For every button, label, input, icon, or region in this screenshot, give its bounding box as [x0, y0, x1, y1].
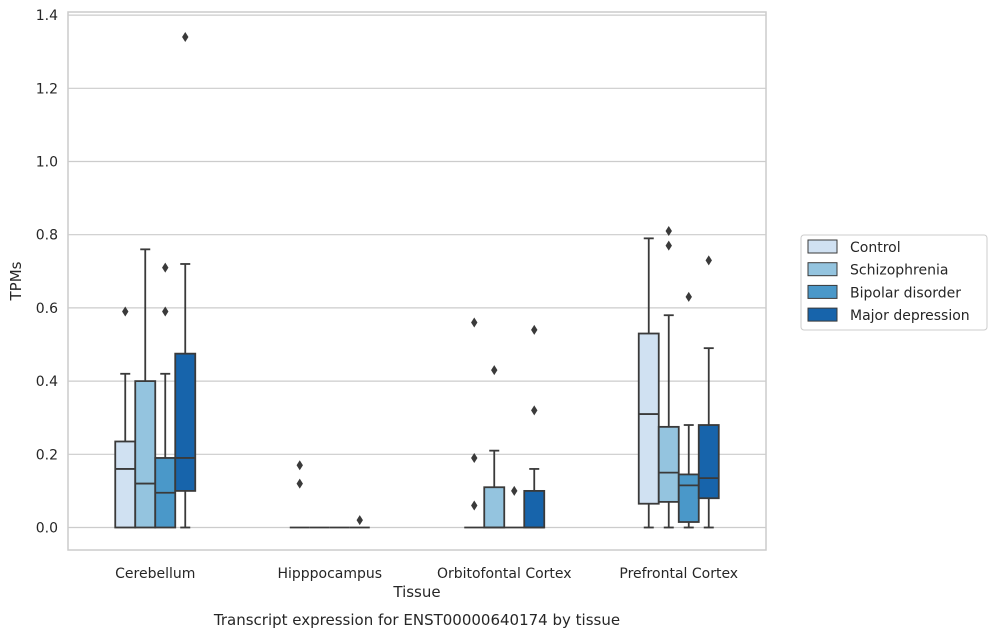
x-axis-title: Tissue [392, 583, 440, 601]
box-body [697, 424, 720, 500]
outlier-point [296, 478, 303, 489]
box-body [114, 440, 137, 529]
outlier-point [665, 226, 672, 237]
box-series [114, 32, 720, 529]
box [174, 32, 197, 529]
outlier-point [296, 460, 303, 471]
x-axis-ticks: Cerebellum Hipppocampus Orbitofontal Corte… [115, 566, 738, 582]
legend-items: Control Schizophrenia Bipolar disorder Majo… [807, 239, 970, 324]
y-tick-label: 0.6 [36, 301, 58, 317]
box [637, 237, 660, 529]
box [464, 317, 485, 529]
outlier-point [162, 262, 169, 273]
legend-label: Schizophrenia [850, 263, 948, 279]
y-tick-label: 0.8 [36, 228, 58, 244]
legend-swatch [807, 262, 838, 277]
x-tick-label: Prefrontal Cortex [619, 566, 738, 582]
chart-caption: Transcript expression for ENST0000064017… [213, 611, 620, 629]
legend-label: Major depression [850, 308, 970, 324]
outlier-point [471, 317, 478, 328]
box [349, 515, 370, 529]
y-tick-label: 0.2 [36, 447, 58, 463]
y-tick-label: 1.2 [36, 81, 58, 97]
outlier-point [182, 32, 189, 43]
box-body [134, 380, 157, 529]
y-tick-label: 1.4 [36, 8, 58, 24]
series-bipolar-disorder [154, 262, 700, 529]
box-body [174, 352, 197, 492]
box-body [483, 486, 506, 529]
box-body [677, 473, 700, 523]
outlier-point [531, 324, 538, 335]
outlier-point [356, 515, 363, 526]
box [134, 248, 157, 529]
y-tick-label: 0.4 [36, 374, 58, 390]
legend-frame [800, 234, 988, 331]
legend-swatch [807, 307, 838, 322]
outlier-point [471, 500, 478, 511]
legend-label: Control [850, 240, 901, 256]
box [523, 324, 546, 529]
y-axis-title: TPMs [7, 261, 25, 301]
outlier-point [685, 291, 692, 302]
legend-swatch [807, 284, 838, 299]
outlier-point [511, 485, 518, 496]
outlier-point [491, 365, 498, 376]
box [504, 485, 525, 529]
y-axis-ticks: 0.0 0.2 0.4 0.6 0.8 1.0 1.2 1.4 [36, 8, 58, 536]
outlier-point [471, 452, 478, 463]
legend: Control Schizophrenia Bipolar disorder Majo… [800, 234, 988, 331]
box-body [637, 332, 660, 505]
box [483, 365, 506, 529]
outlier-point [122, 306, 129, 317]
box [657, 226, 680, 529]
outlier-point [531, 405, 538, 416]
legend-label: Bipolar disorder [850, 285, 961, 301]
box-body [523, 489, 546, 529]
outlier-point [665, 240, 672, 251]
y-tick-label: 0.0 [36, 521, 58, 537]
outlier-point [705, 255, 712, 266]
x-tick-label: Hipppocampus [277, 566, 382, 582]
series-control [114, 237, 660, 529]
series-major-depression [174, 32, 720, 529]
box [289, 460, 310, 529]
box [697, 255, 720, 529]
x-tick-label: Orbitofontal Cortex [437, 566, 572, 582]
series-schizophrenia [134, 226, 680, 529]
y-tick-label: 1.0 [36, 155, 58, 171]
outlier-point [162, 306, 169, 317]
box-body [657, 425, 680, 503]
legend-swatch [807, 239, 838, 254]
box [154, 262, 177, 529]
x-tick-label: Cerebellum [115, 566, 195, 582]
